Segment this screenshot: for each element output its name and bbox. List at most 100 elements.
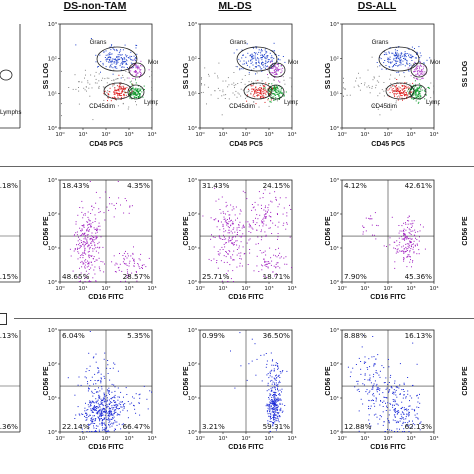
grans-event [264,57,266,59]
cell-event [116,421,118,423]
lymphs-event [410,96,412,98]
cell-event [416,406,418,408]
y-tick-label: 10³ [48,177,57,184]
cd45dim-event [261,96,263,98]
cd45dim-event [254,96,256,98]
cell-event [256,358,258,360]
x-tick-label: 10⁰ [195,285,205,292]
cell-event [412,243,414,245]
grans-event [416,51,418,53]
debris-event [369,92,371,94]
debris-event [98,80,100,82]
cell-event [278,221,280,223]
cell-event [115,429,116,430]
cell-event [125,280,126,282]
grans-event [262,62,264,63]
cell-event [109,420,111,422]
cell-event [267,382,269,384]
cell-event [267,373,269,375]
cell-event [399,230,401,232]
cell-event [103,401,105,403]
quadrant-lr-percent: 59.31% [263,422,291,431]
cell-event [77,240,79,242]
cell-event [112,417,114,419]
cell-event [101,429,103,431]
cell-event [264,215,266,217]
debris-event [289,77,291,79]
cell-event [233,259,235,261]
cell-event [112,417,113,419]
cell-event [276,199,277,201]
cell-event [399,250,401,252]
cell-event [277,387,278,389]
grans-event [251,69,253,71]
cell-event [90,420,92,422]
cell-event [410,227,412,228]
cell-event [266,211,268,213]
grans-event [246,62,248,64]
cell-event [373,403,375,405]
grans-event [102,64,104,66]
cell-event [267,209,269,211]
cell-event [89,385,91,387]
cell-event [267,422,269,424]
grans-event [113,48,115,50]
cell-event [403,413,405,415]
cell-event [271,387,273,389]
debris-event [390,82,392,84]
cell-event [416,239,418,241]
lymphs-event [278,95,280,97]
y-tick-label: 10⁰ [188,429,198,436]
grans-event [261,56,263,58]
cell-event [274,415,276,416]
lymphs-event [279,98,280,100]
cell-event [394,408,396,410]
cell-event [225,242,227,244]
cell-event [271,369,273,371]
cell-event [105,428,107,430]
cell-event [97,413,99,415]
cd45dim-event [398,88,400,90]
cell-event [275,196,277,198]
x-tick-label: 10³ [124,131,133,138]
monos-event [278,68,280,70]
cell-event [373,400,374,401]
x-tick-label: 10⁴ [429,435,439,442]
grans-event [115,66,117,68]
cell-event [105,411,107,413]
cell-event [371,224,373,226]
lymphs-event [139,95,141,97]
cell-event [272,422,274,423]
cell-event [107,429,109,431]
cell-event [98,411,100,413]
lymphs-event [137,93,139,95]
grans-event [413,64,415,66]
cell-event [389,244,391,246]
cell-event [107,406,109,408]
cell-event [79,247,81,249]
cell-event [89,401,91,403]
cell-event [202,215,204,217]
lymphs-event [132,93,134,94]
grans-event [267,61,269,63]
cell-event [229,214,231,216]
cell-event [398,225,400,226]
grans-event [376,62,378,63]
cell-event [405,229,407,231]
cell-event [94,245,96,247]
quadrant_row2-panel-2: 10⁰ 10¹ 10² 10³ 10⁴ 10⁰ 10¹ 10² 10³ CD16 FITC CD56… [180,326,298,458]
debris-event [78,81,80,83]
grans-event [253,57,255,59]
cell-event [77,214,79,216]
cell-event [224,246,226,248]
monos-event [276,73,278,75]
cd45dim-event [103,92,105,94]
cd45dim-event [403,91,405,93]
lymphs-event [416,90,418,92]
cell-event [249,252,251,254]
monos-event [269,61,271,63]
cell-event [100,414,102,416]
cell-event [253,270,255,272]
cell-event [273,385,275,387]
grans-event [117,61,119,63]
